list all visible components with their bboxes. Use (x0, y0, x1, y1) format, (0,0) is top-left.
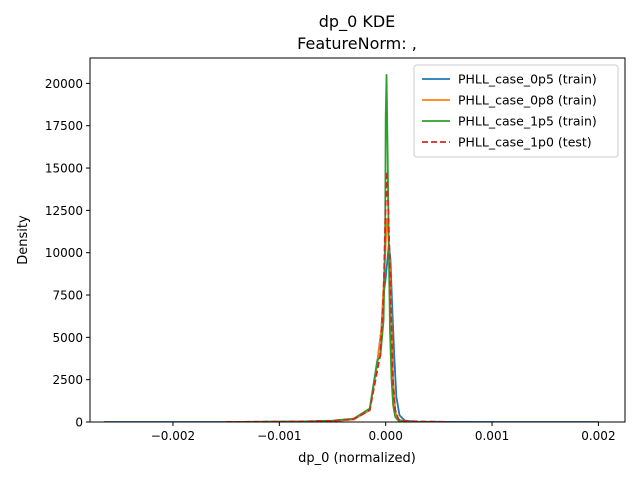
series-layer (103, 74, 599, 422)
y-tick-label: 2500 (52, 373, 83, 387)
x-axis: −0.002 −0.001 0.000 0.001 0.002 (151, 422, 616, 443)
y-tick-label: 12500 (45, 204, 83, 218)
y-tick-label: 7500 (52, 289, 83, 303)
legend-label: PHLL_case_1p0 (test) (458, 135, 592, 150)
x-tick-label: 0.000 (369, 429, 403, 443)
x-tick-label: −0.002 (151, 429, 195, 443)
y-tick-label: 17500 (45, 119, 83, 133)
legend-label: PHLL_case_0p8 (train) (458, 93, 597, 108)
y-tick-label: 10000 (45, 246, 83, 260)
x-tick-label: 0.001 (475, 429, 509, 443)
y-axis: 0 2500 5000 7500 10000 12500 15000 17500 20000 (45, 77, 90, 430)
legend-label: PHLL_case_0p5 (train) (458, 72, 597, 87)
series-line-4 (226, 170, 450, 422)
legend-label: PHLL_case_1p5 (train) (458, 114, 597, 129)
axes-frame (89, 57, 626, 423)
x-tick-label: 0.002 (581, 429, 615, 443)
chart-title: dp_0 KDE (319, 12, 396, 32)
x-axis-label: dp_0 (normalized) (298, 451, 416, 466)
legend: PHLL_case_0p5 (train) PHLL_case_0p8 (trai… (413, 64, 619, 158)
x-tick-label: −0.001 (257, 429, 301, 443)
legend-frame (413, 64, 619, 158)
y-tick-label: 0 (75, 416, 83, 430)
y-tick-label: 15000 (45, 162, 83, 176)
y-axis-label: Density (16, 215, 31, 265)
y-tick-label: 20000 (45, 77, 83, 91)
y-tick-label: 5000 (52, 331, 83, 345)
chart-subtitle: FeatureNorm: , (297, 34, 417, 53)
